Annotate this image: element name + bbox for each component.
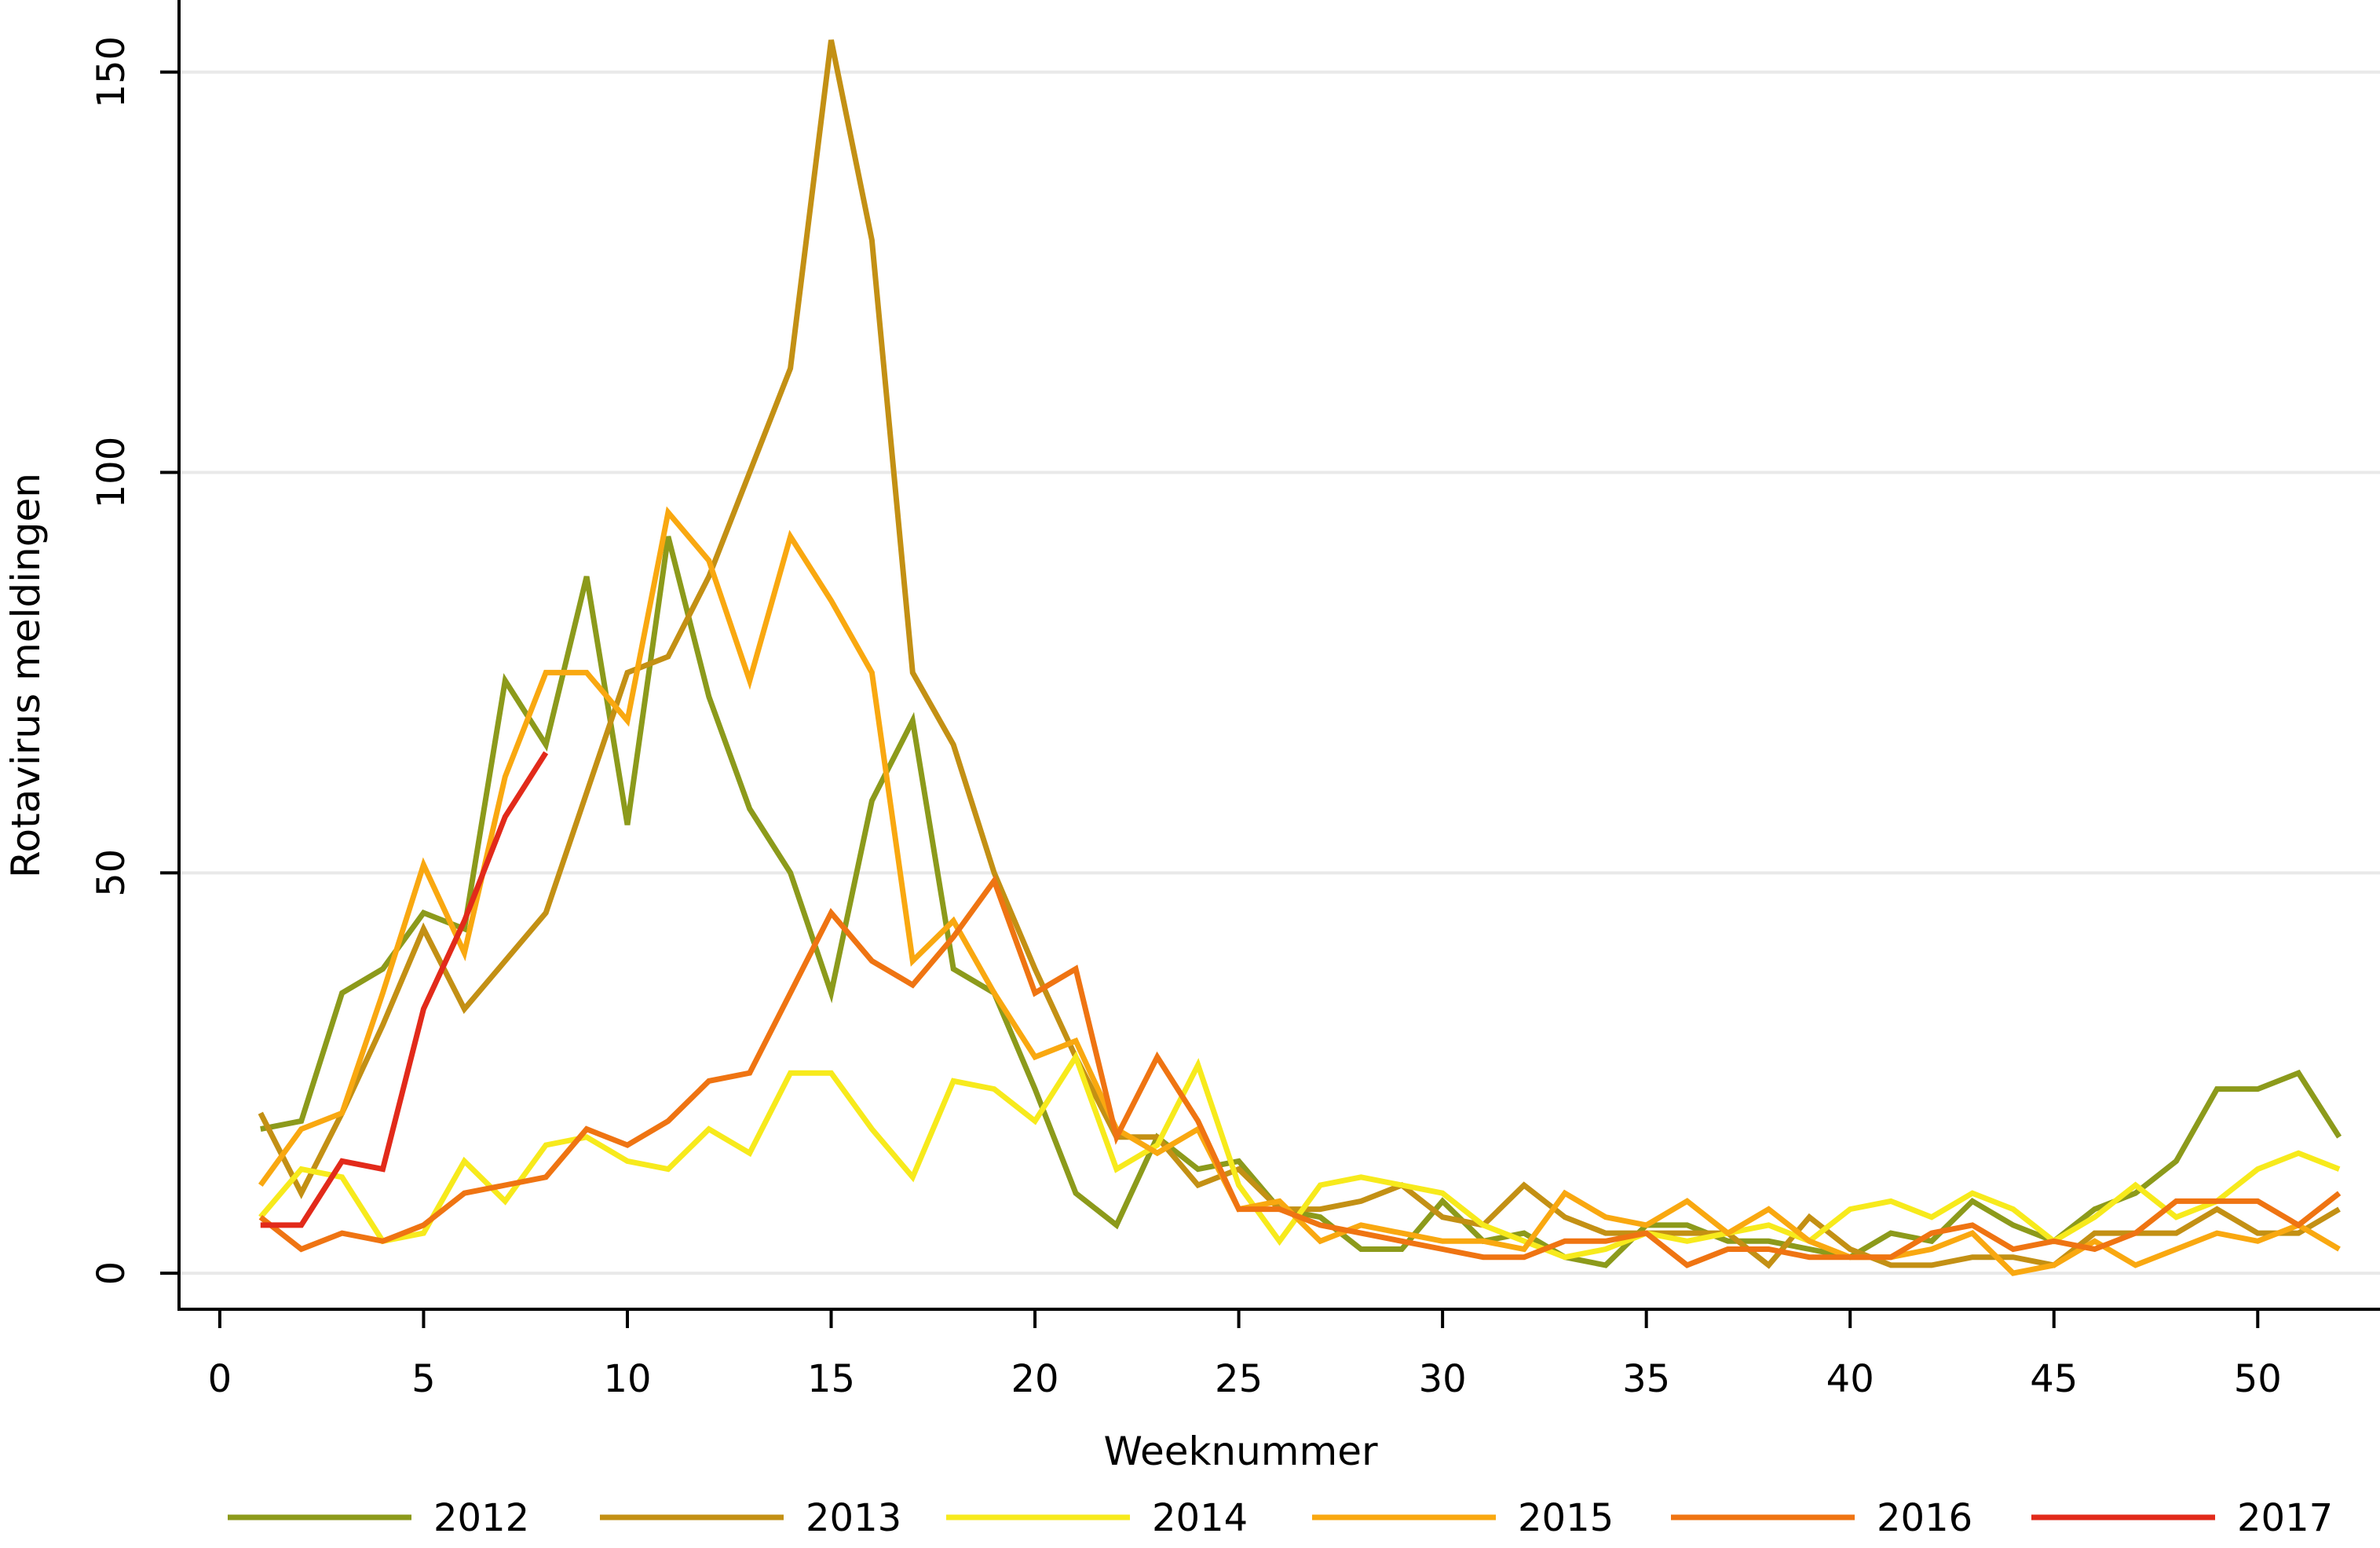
x-ticks: 0 5 10 15 20 25 30 35 40 45 50 <box>208 1309 2282 1401</box>
legend-label-2016: 2016 <box>1877 1496 1972 1540</box>
legend-label-2015: 2015 <box>1518 1496 1614 1540</box>
legend-label-2014: 2014 <box>1152 1496 1248 1540</box>
legend-label-2013: 2013 <box>806 1496 901 1540</box>
x-tick-label-0: 0 <box>208 1357 232 1401</box>
y-axis-title: Rotavirus meldingen <box>3 473 49 878</box>
series-line-2013 <box>258 39 2341 1269</box>
gridlines <box>179 70 2380 1275</box>
series-line-2014 <box>258 1050 2341 1261</box>
x-tick-label-30: 30 <box>1419 1357 1467 1401</box>
legend-label-2017: 2017 <box>2237 1496 2333 1540</box>
series-line-2015 <box>258 506 2341 1276</box>
axes <box>177 0 2380 1311</box>
x-tick-label-40: 40 <box>1826 1357 1874 1401</box>
y-ticks: 0 50 100 150 <box>90 36 179 1285</box>
legend: 2012 2013 2014 2015 2016 2017 <box>228 1496 2333 1540</box>
x-tick-label-10: 10 <box>603 1357 651 1401</box>
legend-label-2012: 2012 <box>433 1496 529 1540</box>
series-line-2012 <box>260 536 2342 1268</box>
x-tick-label-15: 15 <box>807 1357 855 1401</box>
y-tick-label-150: 150 <box>90 36 133 108</box>
x-tick-label-50: 50 <box>2234 1357 2282 1401</box>
x-tick-label-5: 5 <box>411 1357 436 1401</box>
y-tick-label-100: 100 <box>90 437 133 509</box>
series-lines <box>258 39 2342 1276</box>
x-tick-label-45: 45 <box>2030 1357 2078 1401</box>
y-tick-label-50: 50 <box>90 849 133 897</box>
series-line-2016 <box>258 875 2342 1268</box>
y-tick-label-0: 0 <box>90 1261 133 1286</box>
x-tick-label-35: 35 <box>1622 1357 1670 1401</box>
x-tick-label-20: 20 <box>1011 1357 1059 1401</box>
x-axis-title: Weeknummer <box>1103 1429 1378 1474</box>
x-tick-label-25: 25 <box>1215 1357 1263 1401</box>
series-line-2017 <box>260 751 549 1228</box>
